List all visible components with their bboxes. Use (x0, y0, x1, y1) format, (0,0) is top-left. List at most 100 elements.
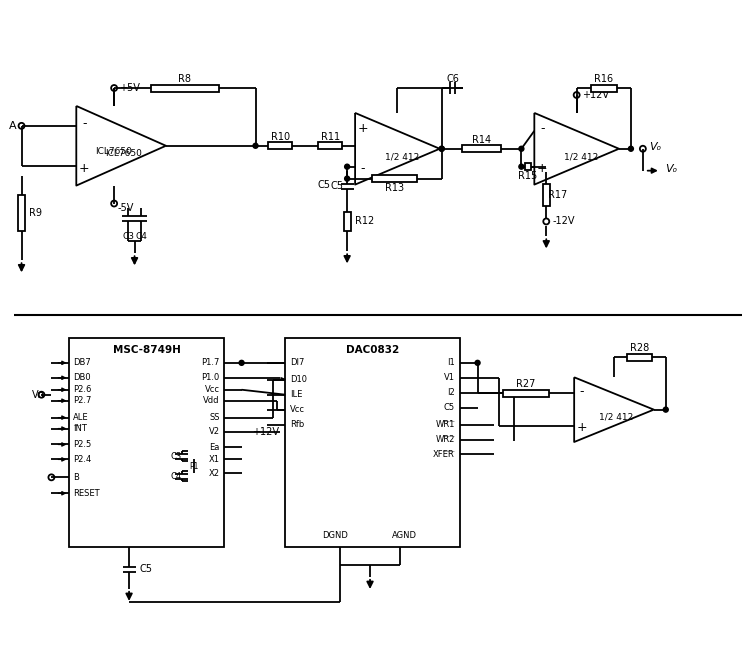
Bar (151, 84, 218, 92)
Text: Vₒ: Vₒ (649, 141, 661, 152)
Bar (344, 212, 351, 231)
Text: +: + (79, 162, 89, 175)
Text: P2.5: P2.5 (73, 440, 91, 449)
Text: R11: R11 (321, 132, 339, 142)
Text: -12V: -12V (552, 217, 575, 227)
Text: C4: C4 (135, 232, 147, 241)
Text: +5V: +5V (119, 83, 140, 93)
Text: RESET: RESET (73, 489, 100, 498)
Text: C5: C5 (139, 564, 152, 574)
Text: X1: X1 (209, 455, 220, 464)
Text: R12: R12 (355, 217, 374, 227)
Text: R16: R16 (594, 74, 613, 84)
Text: -5V: -5V (117, 202, 134, 212)
Text: ILE: ILE (290, 390, 302, 399)
Text: DB0: DB0 (73, 373, 91, 382)
Text: DAC0832: DAC0832 (346, 345, 399, 355)
Text: AGND: AGND (392, 531, 417, 539)
Bar (463, 145, 500, 153)
Text: _____: _____ (442, 447, 454, 452)
Text: ___: ___ (73, 421, 82, 426)
Text: C5: C5 (444, 403, 454, 412)
Text: MSC-8749H: MSC-8749H (113, 345, 181, 355)
Text: ICL7650: ICL7650 (104, 149, 141, 158)
Circle shape (239, 360, 244, 365)
Text: C6: C6 (446, 74, 459, 84)
Bar (590, 84, 617, 92)
Text: D10: D10 (290, 375, 308, 384)
Text: R10: R10 (271, 132, 290, 142)
Text: C5: C5 (318, 180, 330, 190)
Text: A: A (9, 121, 17, 131)
Text: R28: R28 (631, 343, 649, 354)
Circle shape (519, 146, 524, 151)
Text: +: + (577, 421, 587, 434)
Text: DI7: DI7 (290, 358, 305, 367)
Text: Ea: Ea (209, 443, 220, 452)
Text: +12V: +12V (581, 90, 609, 100)
Bar (187, 469, 200, 484)
Text: DB7: DB7 (73, 358, 91, 367)
Text: WR1: WR1 (435, 420, 454, 429)
Text: R13: R13 (385, 182, 404, 193)
Text: V2: V2 (209, 427, 220, 436)
Text: Vdd: Vdd (203, 396, 220, 405)
Circle shape (519, 164, 524, 169)
Text: INT: INT (73, 424, 87, 433)
Text: WR2: WR2 (435, 435, 454, 444)
Text: R27: R27 (516, 380, 535, 389)
Bar (268, 142, 293, 149)
Bar (503, 390, 549, 397)
Text: -: - (361, 162, 365, 175)
Text: I2: I2 (447, 388, 454, 397)
Text: B: B (73, 473, 79, 482)
Bar (372, 175, 417, 182)
Text: DGND: DGND (322, 531, 348, 539)
Text: _____: _____ (442, 432, 454, 437)
Text: C4: C4 (171, 472, 182, 481)
Bar (70, 338, 224, 547)
Text: Vcc: Vcc (290, 405, 305, 414)
Bar (18, 195, 25, 231)
Text: P2.4: P2.4 (73, 455, 91, 464)
Text: X2: X2 (209, 469, 220, 478)
Text: Vn: Vn (32, 389, 45, 400)
Bar (543, 184, 550, 206)
Text: R8: R8 (178, 74, 191, 84)
Text: Rfb: Rfb (290, 420, 305, 429)
Text: Vₒ: Vₒ (665, 164, 677, 174)
Text: P1.0: P1.0 (201, 373, 220, 382)
Circle shape (345, 164, 349, 169)
Text: R9: R9 (29, 208, 42, 218)
Text: -: - (580, 385, 584, 398)
Bar (318, 142, 342, 149)
Text: P1: P1 (189, 462, 199, 471)
Text: V1: V1 (444, 373, 454, 382)
Text: R17: R17 (548, 190, 568, 200)
Text: Vcc: Vcc (205, 386, 220, 394)
Text: 1/2 412: 1/2 412 (599, 412, 633, 421)
Text: +: + (358, 122, 368, 135)
Bar (286, 338, 460, 547)
Text: +12V: +12V (252, 426, 278, 437)
Circle shape (663, 407, 668, 412)
Text: I1: I1 (447, 358, 454, 367)
Text: P2.6: P2.6 (73, 386, 91, 394)
Text: +: + (537, 162, 547, 175)
Bar (627, 354, 652, 361)
Text: 1/2 412: 1/2 412 (564, 153, 598, 161)
Text: C5: C5 (330, 181, 343, 191)
Text: ICL7650: ICL7650 (95, 147, 132, 156)
Circle shape (253, 143, 258, 148)
Text: ALE: ALE (73, 413, 89, 422)
Text: -: - (82, 117, 86, 130)
Text: -: - (540, 122, 544, 135)
Circle shape (439, 146, 445, 151)
Text: P2.7: P2.7 (73, 396, 91, 405)
Text: XFER: XFER (433, 450, 454, 459)
Text: R15: R15 (518, 171, 538, 180)
Text: SS: SS (209, 413, 220, 422)
Circle shape (628, 146, 634, 151)
Text: C3: C3 (171, 452, 182, 461)
Text: P1.7: P1.7 (201, 358, 220, 367)
